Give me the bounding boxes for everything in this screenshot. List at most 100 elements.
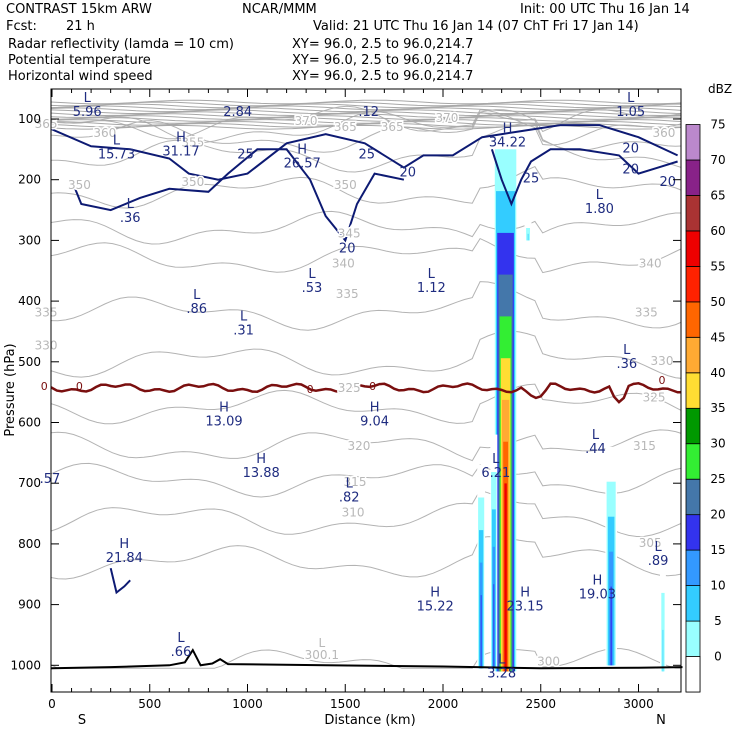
extremum-value: 19.03 [579, 588, 616, 603]
extremum-type: H [370, 401, 380, 416]
theta-label-halo: 335 [336, 287, 359, 301]
extremum-type: L [127, 197, 135, 212]
theta-label: 335 [635, 305, 658, 319]
theta-label: 335 [336, 287, 359, 301]
extremum-type: H [503, 121, 513, 136]
y-tick-label: 200 [18, 173, 41, 187]
theta-label-halo: 330 [35, 339, 58, 353]
theta-contour-upper [51, 124, 681, 130]
wind-label: 25 [523, 172, 540, 187]
theta-contour-360 [51, 109, 681, 153]
colorbar-level-label: 20 [710, 508, 725, 522]
wind-label: 20 [622, 141, 639, 156]
colorbar-level-label: 30 [710, 437, 725, 451]
extremum-value: .36 [120, 211, 141, 226]
theta-label-halo: 300 [537, 654, 560, 668]
zero-contour-label: 0 [659, 374, 666, 387]
x-tick-label: 2000 [428, 697, 459, 711]
theta-label-halo: 305 [639, 536, 662, 550]
theta-label: L [318, 636, 325, 650]
extremum-type: L [346, 476, 354, 491]
wind-contour [490, 148, 678, 207]
extremum-value: 34.22 [489, 135, 526, 150]
theta-label: 360 [652, 126, 675, 140]
theta-label-halo: 355 [181, 135, 204, 149]
colorbar-swatch [685, 620, 701, 657]
colorbar-swatch [685, 159, 701, 196]
x-tick-label: 500 [138, 697, 161, 711]
colorbar-swatch [685, 549, 701, 586]
theta-label-halo: 310 [342, 506, 365, 520]
theta-label: 370 [435, 111, 458, 125]
extremum-type: L [84, 91, 92, 106]
init-time: Init: 00 UTC Thu 16 Jan 14 [520, 2, 690, 17]
theta-contour-upper [51, 103, 681, 109]
theta-label: 365 [381, 120, 404, 134]
extremum-type: L [592, 428, 600, 443]
y-tick-label: 900 [18, 598, 41, 612]
theta-contour-350 [51, 165, 681, 209]
extremum-value: 1.05 [616, 105, 645, 120]
theta-label-halo: 345 [338, 226, 361, 240]
colorbar-swatch [685, 265, 701, 303]
colorbar-unit: dBZ [708, 82, 732, 96]
y-tick-label: 100 [18, 112, 41, 126]
extremum-type: H [430, 586, 440, 601]
reflectivity-cell [480, 595, 482, 669]
theta-contour-upper [51, 101, 681, 107]
extremum-value: 21.84 [106, 551, 143, 566]
colorbar-level-label: 65 [710, 188, 725, 202]
theta-label-halo: 320 [347, 439, 370, 453]
colorbar-level-label: 40 [710, 366, 725, 380]
theta-label-halo: 325 [338, 381, 361, 395]
zero-contour-label: 0 [369, 380, 376, 393]
theta-label-halo: 370 [435, 111, 458, 125]
extremum-value: .53 [302, 281, 323, 296]
theta-label: 335 [35, 305, 58, 319]
theta-label-halo: 340 [639, 257, 662, 271]
extremum-type: L [308, 267, 316, 282]
theta-label: 350 [68, 178, 91, 192]
theta-label: 300.1 [305, 648, 339, 662]
zero-degree-isotherm [51, 382, 681, 404]
colorbar-level-label: 35 [710, 401, 725, 415]
extremum-value: 15.73 [98, 148, 135, 163]
theta-label-halo: 315 [633, 439, 656, 453]
reflectivity-shading [477, 149, 666, 672]
theta-label-halo: 315 [344, 475, 367, 489]
colorbar-level-label: 70 [710, 153, 725, 167]
theta-label: 350 [334, 178, 357, 192]
colorbar-level-label: 25 [710, 472, 725, 486]
forecast-hour: 21 h [66, 19, 95, 34]
extremum-value: 6.21 [481, 466, 510, 481]
colorbar-swatch [685, 124, 701, 161]
colorbar-level-label: 15 [710, 543, 725, 557]
colorbar-level-label: 10 [710, 579, 725, 593]
theta-contour-upper [51, 115, 681, 120]
theta-label: 305 [639, 536, 662, 550]
extremum-value: .82 [339, 490, 360, 505]
colorbar-level-label: 55 [710, 259, 725, 273]
theta-label-halo: 360 [652, 126, 675, 140]
potential-temperature-contours [51, 99, 681, 669]
north-label: N [656, 713, 666, 728]
wind-speed-contours [51, 124, 679, 595]
x-axis: 0 500 1000 1500 2000 2500 3000 [48, 89, 659, 711]
extremum-type: L [623, 343, 631, 358]
theta-label-halo: 365 [381, 120, 404, 134]
colorbar-swatch [685, 230, 701, 267]
colorbar-swatch [685, 372, 701, 409]
extremum-value: 1.12 [417, 281, 446, 296]
x-tick-label: 2500 [525, 697, 556, 711]
theta-label-halo: 325 [643, 390, 666, 404]
reflectivity-cell [493, 584, 495, 669]
theta-label: 365 [334, 120, 357, 134]
extremum-value: 5.96 [73, 105, 102, 120]
wind-label: 25 [237, 148, 254, 163]
reflectivity-cell [610, 586, 612, 666]
extremum-type: L [177, 631, 185, 646]
theta-label-halo: 365 [334, 120, 357, 134]
y-tick-label: 800 [18, 537, 41, 551]
theta-label: 330 [651, 354, 674, 368]
colorbar-swatch [685, 478, 701, 516]
